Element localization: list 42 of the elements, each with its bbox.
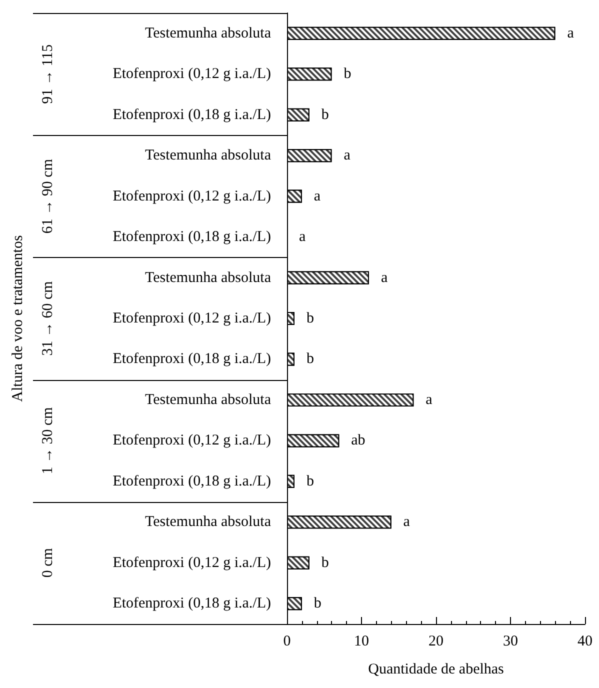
x-axis-title: Quantidade de abelhas	[368, 662, 504, 678]
data-label: a	[567, 25, 574, 42]
y-tick-label: Etofenproxi (0,18 g i.a./L)	[112, 229, 271, 246]
data-label: b	[321, 106, 329, 123]
x-tick-label: 0	[283, 634, 291, 650]
data-label: b	[344, 66, 352, 82]
y-tick-label: Etofenproxi (0,12 g i.a./L)	[112, 310, 271, 326]
x-tick-label: 10	[354, 634, 369, 650]
data-label: b	[306, 310, 314, 326]
y-tick-label: Etofenproxi (0,18 g i.a./L)	[112, 596, 271, 612]
text: 31 → 60 cm	[40, 280, 56, 356]
data-label: a	[344, 148, 351, 164]
x-tick-label: 40	[578, 634, 592, 650]
x-tick-label: 30	[503, 634, 518, 650]
y-tick-label: Etofenproxi (0,12 g i.a./L)	[112, 554, 271, 571]
y-tick-label: Testemunha absoluta	[145, 514, 272, 530]
y-tick-label: Etofenproxi (0,12 g i.a./L)	[112, 66, 271, 82]
text: 0 cm	[40, 548, 56, 578]
y-tick-label: Etofenproxi (0,12 g i.a./L)	[112, 432, 271, 449]
x-tick-label: 20	[428, 634, 444, 650]
y-tick-label: Testemunha absoluta	[145, 25, 272, 42]
y-tick-label: Testemunha absoluta	[145, 392, 272, 408]
data-label: b	[321, 554, 329, 571]
data-label: b	[306, 351, 314, 368]
y-tick-label: Testemunha absoluta	[145, 148, 272, 164]
text: 1 → 30 cm	[40, 406, 56, 474]
data-label: b	[314, 596, 322, 612]
text: Altura de voo e tratamentos	[10, 235, 26, 402]
y-tick-label: Etofenproxi (0,18 g i.a./L)	[112, 473, 271, 490]
data-label: b	[306, 473, 314, 490]
text: 61 → 90 cm	[40, 158, 56, 234]
data-label: a	[314, 188, 321, 204]
y-tick-label: Etofenproxi (0,18 g i.a./L)	[112, 106, 271, 123]
data-label: a	[403, 514, 410, 530]
y-tick-label: Testemunha absoluta	[145, 270, 272, 286]
y-tick-label: Etofenproxi (0,18 g i.a./L)	[112, 351, 271, 368]
data-label: a	[426, 392, 433, 408]
data-label: a	[380, 270, 388, 286]
text: 91 → 115	[40, 44, 56, 104]
y-tick-label: Etofenproxi (0,12 g i.a./L)	[112, 188, 271, 204]
data-label: a	[299, 229, 306, 246]
data-label: ab	[351, 432, 366, 449]
